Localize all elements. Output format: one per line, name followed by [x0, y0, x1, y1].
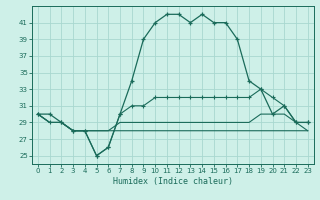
X-axis label: Humidex (Indice chaleur): Humidex (Indice chaleur)	[113, 177, 233, 186]
